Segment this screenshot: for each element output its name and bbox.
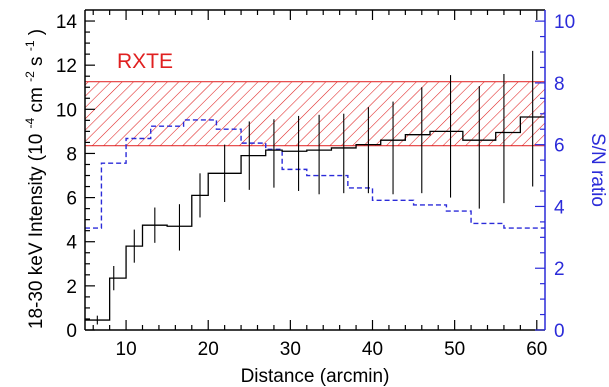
x-tick-label: 40 [362,339,383,360]
snr-series [85,119,545,229]
band-label: RXTE [117,50,173,73]
snr-line [85,119,545,229]
y-left-tick-label: 6 [66,189,77,210]
band-area [84,81,546,147]
y-left-tick-label: 4 [66,233,77,254]
x-tick-label: 60 [526,339,547,360]
y-left-title-main: 18-30 keV Intensity [26,166,47,329]
x-tick-label: 30 [280,339,301,360]
axes [84,9,546,331]
y-right-tick-label: 2 [554,259,565,280]
y-left-units-exp1: -4 [23,117,37,128]
intensity-series [85,50,545,325]
y-left-tick-label: 12 [56,56,77,77]
y-left-units-cm: cm [26,87,47,112]
x-axis-title: Distance (arcmin) [241,366,390,387]
y-left-units-open: (10 [26,134,47,161]
intensity-line [85,116,545,321]
y-right-tick-label: 10 [554,12,575,33]
tick-labels: 10 20 30 40 50 60 0 2 4 6 8 10 12 14 0 2 4 6 8 10 [56,12,575,360]
y-right-tick-label: 8 [554,74,565,95]
x-tick-label: 50 [444,339,465,360]
y-right-axis-title: S/N ratio [587,133,608,207]
rxte-band [84,81,546,147]
y-left-units-exp2: -2 [23,71,37,82]
y-left-tick-label: 14 [56,12,78,33]
x-tick-label: 20 [198,339,219,360]
y-right-tick-label: 0 [554,321,565,342]
y-left-units-close: ) [26,29,47,35]
x-tick-label: 10 [116,339,137,360]
y-left-tick-label: 2 [66,277,77,298]
y-left-tick-label: 0 [66,321,77,342]
y-right-tick-label: 4 [554,197,565,218]
y-left-units-exp3: -1 [23,40,37,51]
y-left-tick-label: 8 [66,144,77,165]
y-right-tick-label: 6 [554,136,565,157]
y-left-tick-label: 10 [56,100,77,121]
y-left-units-s: s [26,56,47,66]
y-left-axis-title: 18-30 keV Intensity (10 -4 cm -2 s -1 ) [18,29,47,329]
